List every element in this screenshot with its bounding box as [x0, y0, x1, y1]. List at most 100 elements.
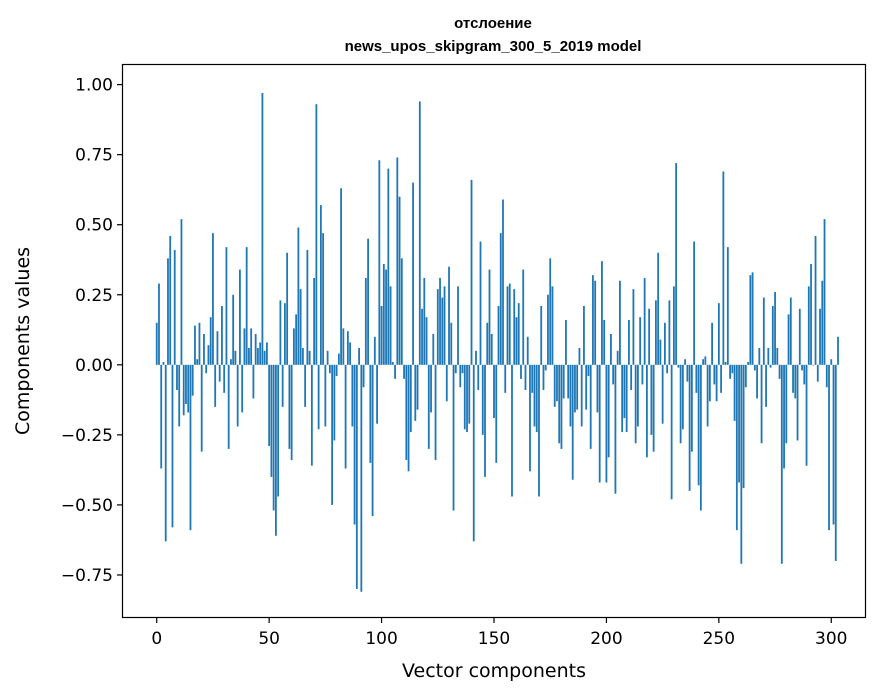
bar-107 [396, 157, 399, 365]
bar-28 [218, 364, 221, 382]
bar-221 [652, 364, 655, 452]
bar-124 [434, 364, 437, 461]
y-tick-label: 1.00 [75, 76, 113, 96]
bar-167 [531, 364, 534, 393]
bar-282 [789, 297, 792, 365]
bar-238 [690, 364, 693, 452]
bar-108 [398, 196, 401, 365]
bar-224 [659, 339, 662, 365]
bar-88 [353, 364, 356, 525]
bar-217 [643, 277, 646, 365]
bar-36 [236, 364, 239, 427]
bar-171 [540, 305, 543, 365]
bar-155 [504, 364, 507, 393]
bar-27 [216, 331, 219, 365]
bar-157 [508, 283, 511, 365]
bar-51 [270, 364, 273, 477]
bar-8 [173, 249, 176, 365]
x-tick-label: 0 [151, 629, 162, 649]
bar-39 [243, 328, 246, 365]
bar-152 [497, 305, 500, 365]
bar-252 [722, 171, 725, 365]
bar-240 [695, 364, 698, 393]
bar-83 [342, 328, 345, 365]
bar-303 [837, 336, 839, 365]
bar-6 [169, 235, 172, 365]
bar-168 [533, 364, 536, 427]
bar-225 [661, 364, 664, 424]
bar-101 [382, 263, 385, 365]
bar-120 [425, 317, 428, 365]
bar-74 [322, 233, 325, 365]
bar-105 [391, 362, 394, 365]
bar-57 [283, 303, 286, 365]
bar-38 [241, 364, 244, 413]
bar-266 [753, 364, 756, 371]
y-axis-ticks: 1.00 0.75 0.50 0.25 0.00 −0.25 −0.50 −0.75 [61, 76, 123, 586]
bar-253 [724, 362, 727, 365]
bar-75 [324, 364, 327, 427]
bar-285 [796, 364, 799, 441]
bar-53 [275, 364, 277, 536]
bar-259 [738, 364, 740, 483]
bar-121 [427, 364, 430, 449]
bar-251 [720, 364, 722, 393]
bar-42 [250, 328, 253, 365]
bar-31 [225, 247, 228, 365]
bar-26 [214, 364, 217, 407]
bar-49 [266, 342, 268, 365]
bar-128 [443, 286, 446, 365]
bar-212 [632, 289, 635, 365]
bar-186 [574, 364, 576, 413]
bar-268 [758, 348, 761, 365]
bar-47 [261, 93, 264, 365]
bar-91 [360, 364, 363, 592]
bar-153 [499, 233, 502, 365]
bar-65 [301, 348, 304, 365]
bar-181 [562, 364, 565, 399]
bar-275 [774, 291, 776, 365]
bar-61 [292, 328, 295, 365]
bar-184 [569, 364, 572, 427]
bar-41 [248, 348, 250, 365]
bar-12 [182, 364, 185, 416]
bar-242 [699, 364, 702, 511]
bar-82 [340, 188, 342, 365]
bar-278 [780, 364, 783, 564]
bar-226 [663, 322, 666, 365]
bar-165 [526, 336, 529, 365]
bar-143 [477, 364, 480, 391]
bar-78 [331, 364, 334, 505]
bar-243 [702, 359, 705, 365]
bar-144 [479, 241, 482, 365]
bar-160 [515, 317, 518, 365]
bar-19 [198, 322, 201, 365]
bar-198 [601, 261, 603, 365]
bar-18 [196, 359, 199, 365]
bar-159 [513, 289, 516, 365]
bar-151 [495, 364, 498, 463]
bar-260 [740, 364, 743, 564]
y-tick-label: 0.25 [75, 286, 113, 306]
bar-79 [333, 364, 336, 441]
bar-213 [634, 364, 637, 444]
bar-179 [558, 364, 561, 444]
x-axis-label: Vector components [402, 660, 586, 682]
plot-frame [121, 63, 867, 619]
bar-138 [466, 364, 468, 433]
bar-228 [668, 300, 671, 365]
bar-131 [450, 322, 453, 365]
bar-63 [297, 227, 300, 365]
bar-30 [223, 364, 226, 393]
bar-106 [394, 364, 396, 379]
bar-145 [481, 364, 484, 435]
bar-219 [648, 308, 651, 365]
bar-70 [313, 277, 316, 365]
bar-211 [630, 364, 633, 391]
bar-50 [268, 364, 271, 447]
bar-232 [677, 364, 680, 368]
bar-62 [295, 314, 298, 365]
bar-92 [362, 364, 365, 388]
bar-214 [637, 364, 639, 427]
bar-210 [628, 319, 630, 365]
